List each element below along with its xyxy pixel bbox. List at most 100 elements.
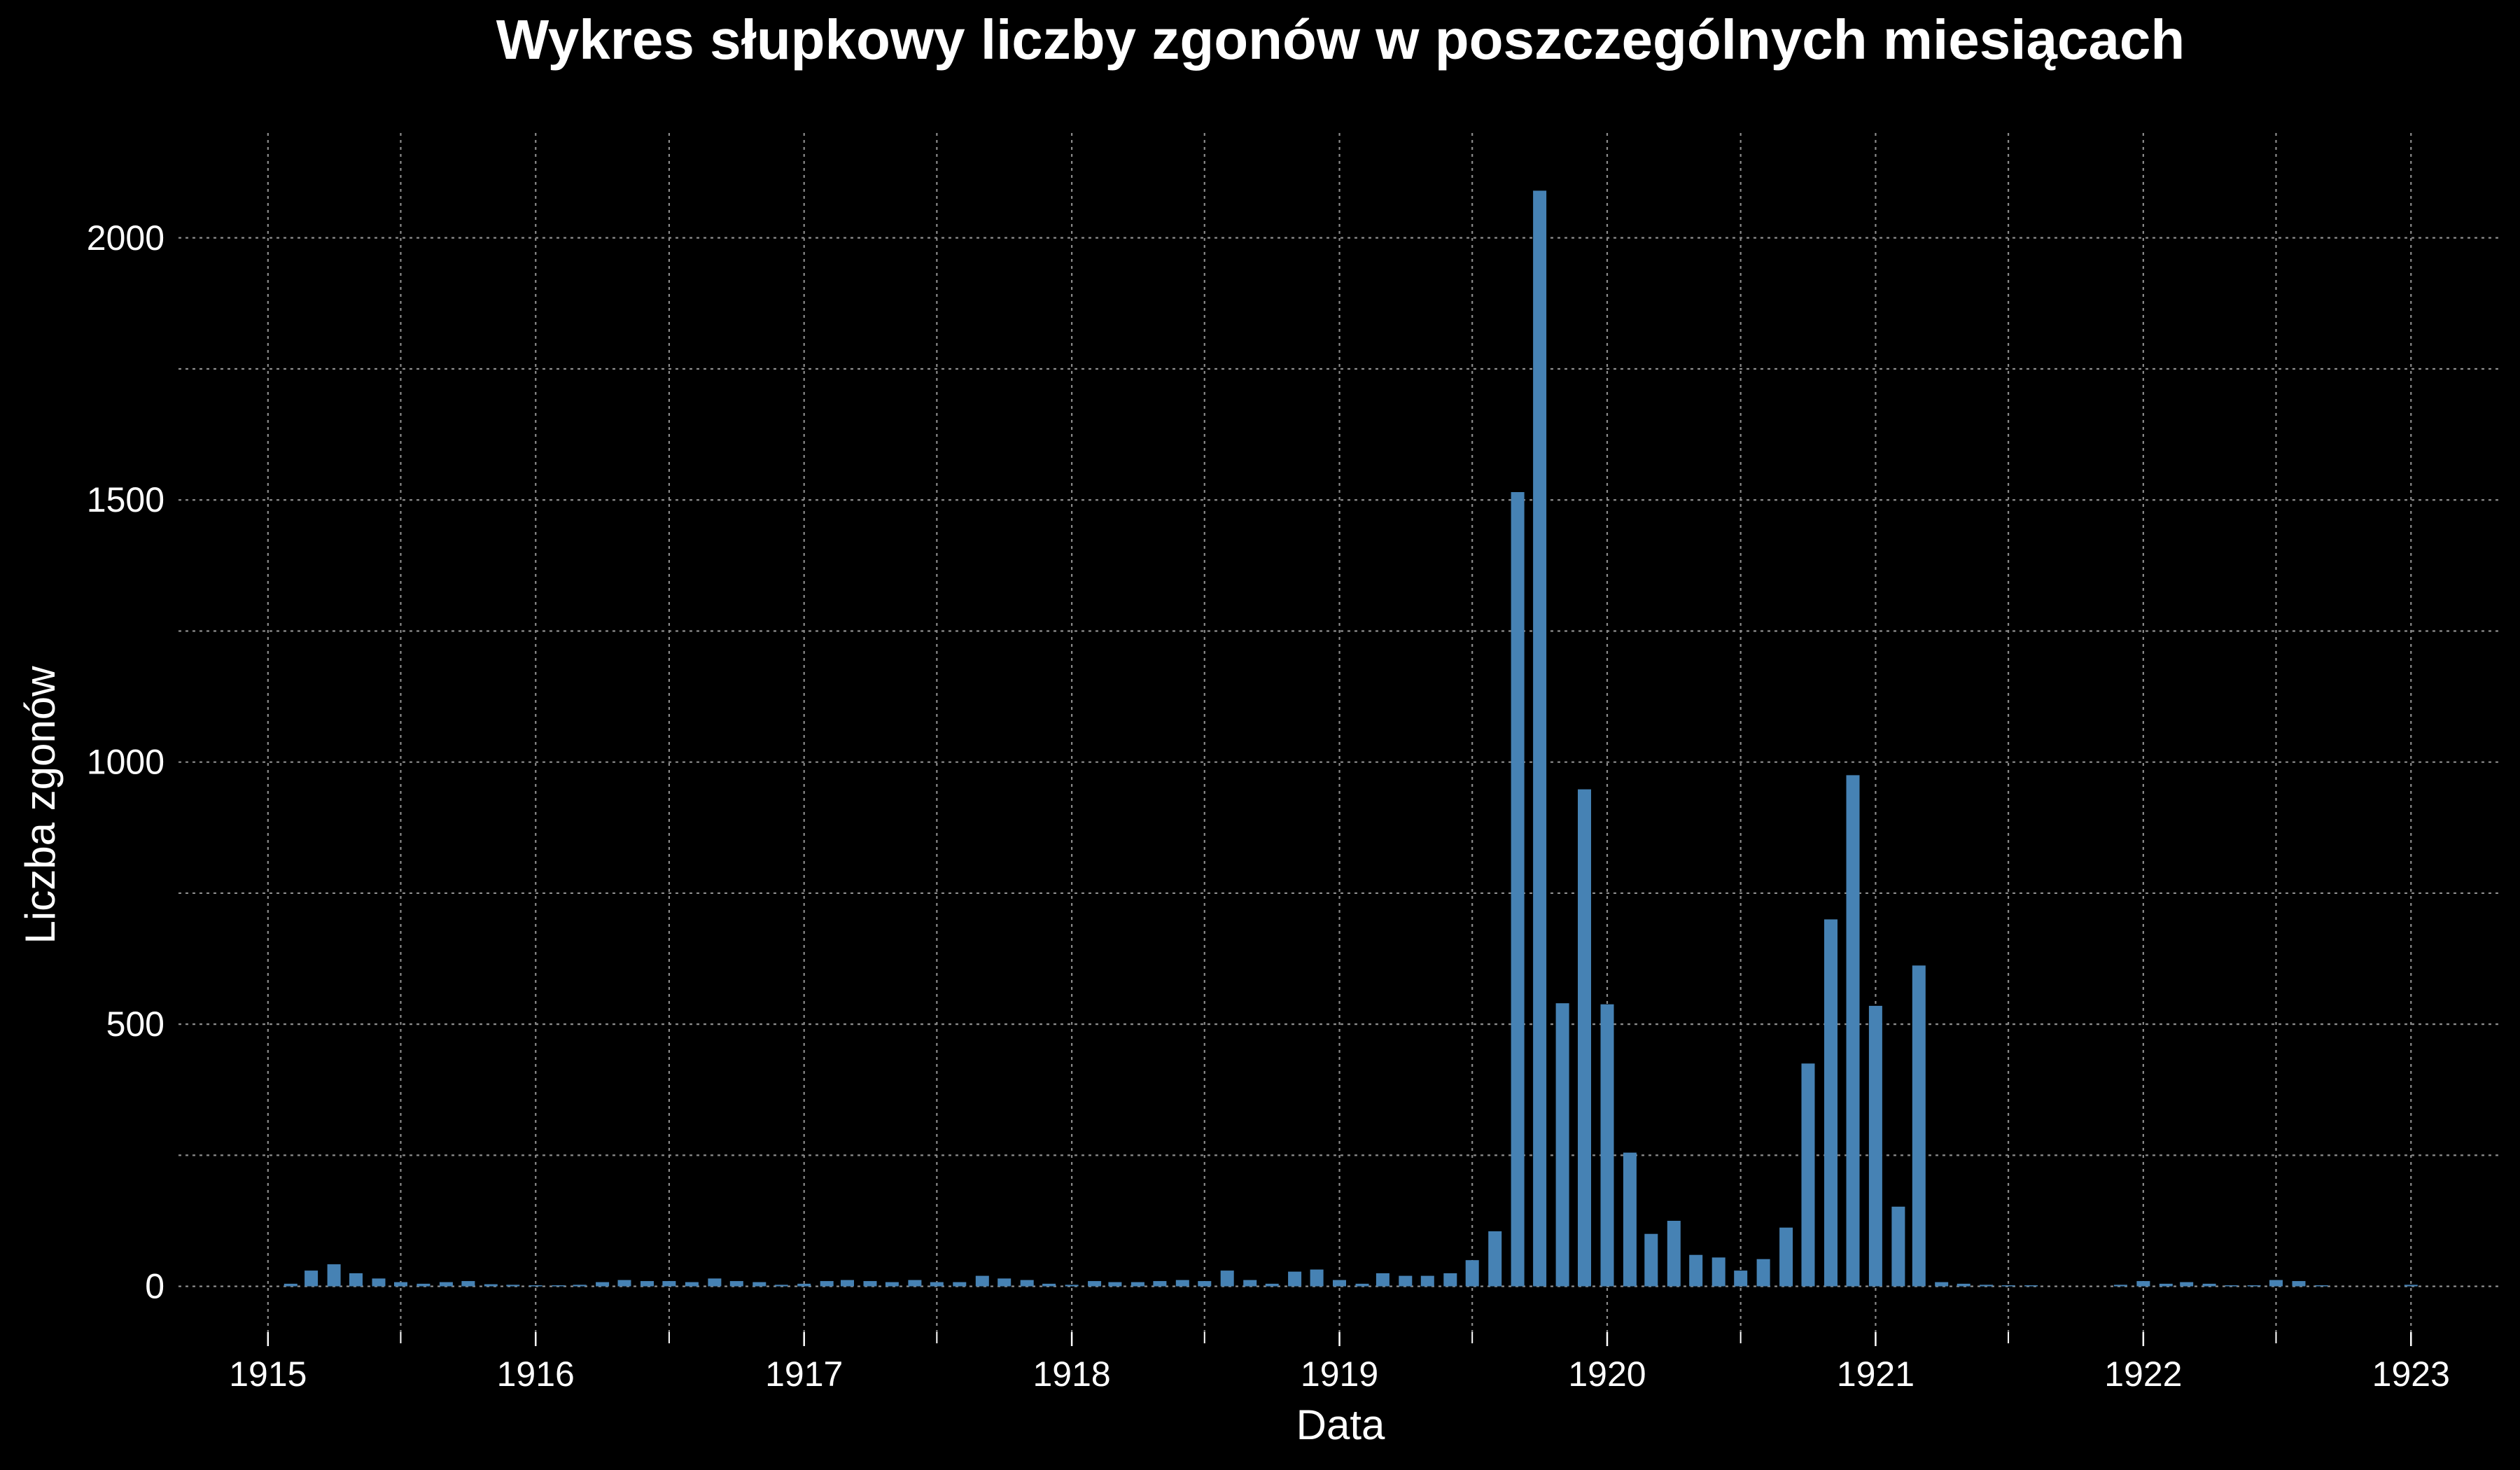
bar: [596, 1282, 610, 1287]
bar: [1667, 1221, 1681, 1287]
bar: [1288, 1271, 1302, 1287]
bar: [1846, 775, 1860, 1287]
bar: [1644, 1233, 1658, 1287]
bar: [1623, 1152, 1637, 1287]
bar: [953, 1282, 967, 1287]
bar: [930, 1282, 944, 1287]
grid-lines: [178, 133, 2499, 1334]
x-tick-label: 1915: [229, 1354, 307, 1394]
bar: [708, 1278, 722, 1287]
bar: [617, 1280, 631, 1287]
x-tick-label: 1921: [1837, 1354, 1914, 1394]
bar: [1198, 1281, 1212, 1287]
x-tick-label: 1917: [765, 1354, 843, 1394]
bar: [1488, 1231, 1502, 1287]
bar: [552, 1285, 566, 1287]
bar: [1600, 1004, 1614, 1287]
bar: [484, 1284, 498, 1287]
bar: [2180, 1282, 2194, 1287]
bar: [2404, 1284, 2418, 1287]
bar: [1153, 1281, 1167, 1287]
bar: [439, 1282, 453, 1287]
bar: [394, 1282, 407, 1287]
bar: [506, 1284, 520, 1287]
bar: [2202, 1283, 2216, 1287]
bar: [2247, 1285, 2261, 1287]
bar: [372, 1278, 386, 1287]
bar: [1465, 1260, 1479, 1287]
bar: [662, 1281, 676, 1287]
bar: [1020, 1280, 1034, 1287]
bar: [284, 1283, 298, 1287]
bar: [1935, 1282, 1949, 1287]
chart-title: Wykres słupkowy liczby zgonów w poszczeg…: [496, 8, 2185, 71]
bar: [729, 1281, 743, 1287]
bar: [1578, 789, 1591, 1287]
x-tick-label: 1919: [1301, 1354, 1378, 1394]
bar: [640, 1281, 654, 1287]
bar: [1824, 919, 1837, 1287]
bar: [1265, 1283, 1279, 1287]
bar: [1689, 1254, 1703, 1287]
bar: [304, 1270, 318, 1287]
bar: [1868, 1005, 1882, 1287]
bar: [1220, 1270, 1234, 1287]
bar: [1130, 1282, 1144, 1287]
y-tick-label: 1000: [87, 743, 164, 782]
bar: [2159, 1283, 2173, 1287]
y-tick-label: 0: [145, 1267, 164, 1306]
bar: [1355, 1283, 1369, 1287]
bar: [573, 1284, 587, 1287]
bar: [349, 1273, 363, 1287]
bar: [908, 1280, 922, 1287]
x-tick-label: 1923: [2372, 1354, 2450, 1394]
y-axis-label: Liczba zgonów: [17, 666, 64, 944]
bar: [1443, 1273, 1457, 1287]
x-tick-label: 1918: [1033, 1354, 1111, 1394]
y-tick-label: 2000: [87, 218, 164, 258]
bar: [2315, 1285, 2328, 1287]
bar: [1042, 1283, 1056, 1287]
bar: [1891, 1206, 1905, 1287]
bar: [774, 1284, 788, 1287]
y-axis-ticks: 0 500 1000 1500 2000: [87, 218, 164, 1306]
bar: [1912, 965, 1926, 1287]
bar: [1243, 1280, 1257, 1287]
bar: [1555, 1003, 1569, 1287]
y-tick-label: 500: [106, 1004, 164, 1044]
bar: [1088, 1281, 1102, 1287]
bar: [752, 1282, 766, 1287]
bar: [1376, 1273, 1390, 1287]
bar: [1734, 1270, 1748, 1287]
bar: [461, 1281, 475, 1287]
x-tick-label: 1916: [497, 1354, 575, 1394]
bar: [1175, 1280, 1189, 1287]
bar: [1801, 1063, 1815, 1287]
bar: [841, 1280, 854, 1287]
bar: [2269, 1280, 2283, 1287]
bar: [1420, 1275, 1434, 1287]
bar: [1756, 1259, 1770, 1287]
bar: [1511, 492, 1525, 1287]
y-tick-label: 1500: [87, 480, 164, 519]
bar: [327, 1264, 341, 1287]
bar: [2225, 1285, 2239, 1287]
bar: [1108, 1282, 1122, 1287]
bar: [1712, 1257, 1726, 1287]
bar: [975, 1275, 989, 1287]
bar: [1956, 1283, 1970, 1287]
bar: [685, 1282, 699, 1287]
bar: [820, 1281, 834, 1287]
x-tick-label: 1920: [1568, 1354, 1646, 1394]
bar: [2292, 1281, 2306, 1287]
bar: [1980, 1284, 1994, 1287]
bar: [1779, 1227, 1793, 1287]
bar: [997, 1278, 1011, 1287]
x-tick-label: 1922: [2104, 1354, 2182, 1394]
bar: [2001, 1285, 2015, 1287]
bar: [2024, 1285, 2038, 1287]
bars: [284, 190, 2418, 1287]
bar: [528, 1285, 542, 1287]
